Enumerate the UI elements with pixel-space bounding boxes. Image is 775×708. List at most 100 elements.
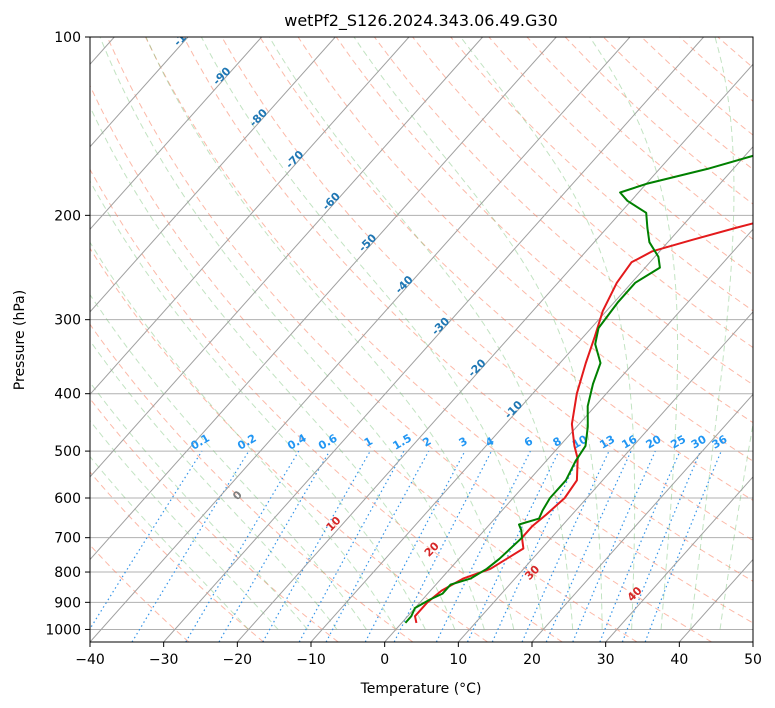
moist-adiabat bbox=[90, 180, 426, 630]
mixing-ratio-line bbox=[218, 450, 331, 642]
dry-adiabat-label-20: 20 bbox=[422, 539, 442, 559]
moist-adiabats bbox=[90, 37, 753, 630]
moist-adiabat bbox=[99, 37, 485, 630]
mixing-ratio-label-12: 13 bbox=[597, 433, 617, 452]
moist-adiabat bbox=[353, 37, 603, 630]
dry-adiabat bbox=[90, 544, 190, 642]
y-tick-label-600: 600 bbox=[54, 491, 81, 507]
isotherm-label--90: -90 bbox=[210, 64, 233, 87]
y-tick-label-700: 700 bbox=[54, 531, 81, 547]
isotherm-label--20: -20 bbox=[465, 356, 488, 379]
mixing-ratio-label-15: 25 bbox=[668, 433, 688, 452]
mixing-ratio-label-16: 30 bbox=[689, 432, 709, 451]
y-axis-label: Pressure (hPa) bbox=[12, 290, 28, 390]
isotherm bbox=[752, 641, 753, 642]
dry-adiabat bbox=[90, 323, 414, 642]
x-tick-label-0: 0 bbox=[380, 652, 389, 668]
mixing-ratio-label-7: 3 bbox=[457, 435, 470, 450]
isotherm bbox=[90, 37, 484, 478]
mixing-ratio-label-3: 0.6 bbox=[316, 431, 340, 452]
mixing-ratio-line bbox=[435, 450, 531, 642]
dry-adiabat bbox=[679, 37, 753, 102]
dry-adiabat bbox=[374, 37, 753, 386]
plot-area: -100-90-80-70-60-50-40-30-20-10 0.1 0.2 0.… bbox=[90, 20, 753, 642]
dry-adiabat bbox=[106, 37, 712, 642]
mixing-ratio-label-14: 20 bbox=[644, 432, 664, 451]
y-tick-label-900: 900 bbox=[54, 595, 81, 611]
x-tick-label-40: 40 bbox=[670, 652, 688, 668]
isotherm-label--100: -100 bbox=[171, 20, 200, 49]
moist-adiabat bbox=[90, 381, 308, 630]
mixing-ratio-lines bbox=[90, 450, 722, 642]
dry-adiabat bbox=[145, 37, 753, 624]
isotherm bbox=[90, 37, 189, 148]
dry-adiabats bbox=[90, 37, 753, 642]
x-tick-label--40: −40 bbox=[75, 652, 105, 668]
x-axis-label: Temperature (°C) bbox=[360, 681, 482, 697]
dry-adiabat bbox=[90, 397, 339, 642]
dry-adiabat bbox=[717, 37, 753, 69]
y-tick-label-800: 800 bbox=[54, 565, 81, 581]
dry-adiabat bbox=[450, 37, 753, 312]
dewpoint-profile bbox=[404, 154, 753, 624]
dry-adiabat bbox=[526, 37, 753, 240]
isotherm bbox=[236, 63, 753, 642]
moist-adiabat bbox=[268, 37, 574, 630]
mixing-ratio-line bbox=[545, 450, 632, 642]
isotherm-labels: -100-90-80-70-60-50-40-30-20-10 bbox=[171, 20, 525, 421]
y-tick-label-400: 400 bbox=[54, 387, 81, 403]
x-tick-label-10: 10 bbox=[449, 652, 467, 668]
y-axis: 100 200 300 400 500 600 700 800 900 1000 bbox=[45, 30, 90, 638]
mixing-ratio-label-13: 16 bbox=[619, 432, 639, 451]
isotherm bbox=[163, 37, 705, 642]
dry-adiabat bbox=[90, 168, 563, 642]
isotherm bbox=[90, 37, 263, 231]
isotherm bbox=[605, 476, 753, 642]
plot-frame bbox=[89, 36, 754, 643]
x-tick-label-30: 30 bbox=[597, 652, 615, 668]
moist-adiabat bbox=[200, 37, 544, 630]
y-tick-label-200: 200 bbox=[54, 208, 81, 224]
temperature-profile bbox=[414, 222, 753, 624]
mixing-ratio-labels: 0.1 0.2 0.4 0.6 1 1.5 2 3 4 6 8 10 13 16 20 25 30 36 bbox=[188, 431, 729, 452]
moist-adiabat bbox=[589, 37, 679, 630]
mixing-ratio-line bbox=[298, 450, 405, 642]
isotherm-label--50: -50 bbox=[356, 231, 379, 254]
isotherm bbox=[457, 311, 753, 642]
isotherm-label--40: -40 bbox=[393, 273, 416, 296]
x-tick-label--20: −20 bbox=[223, 652, 253, 668]
mixing-ratio-line bbox=[185, 450, 300, 642]
dry-adiabat bbox=[641, 37, 753, 136]
x-axis: −40 −30 −20 −10 0 10 20 30 40 50 bbox=[75, 642, 762, 668]
moist-adiabat bbox=[90, 339, 338, 630]
mixing-ratio-line bbox=[572, 450, 656, 642]
isotherm-label--70: -70 bbox=[283, 148, 306, 171]
moist-adiabat bbox=[719, 421, 753, 630]
y-tick-label-500: 500 bbox=[54, 444, 81, 460]
dry-adiabat bbox=[488, 37, 753, 276]
dry-adiabat bbox=[90, 247, 488, 642]
isotherm bbox=[310, 146, 753, 642]
moist-adiabat bbox=[90, 455, 249, 630]
dry-adiabat bbox=[602, 37, 753, 170]
isotherm bbox=[531, 393, 753, 642]
dry-adiabat bbox=[335, 37, 753, 424]
isotherms bbox=[90, 37, 753, 642]
mixing-ratio-line bbox=[325, 450, 430, 642]
mixing-ratio-line bbox=[466, 450, 560, 642]
dry-adiabat bbox=[90, 471, 264, 642]
isotherm bbox=[384, 228, 753, 642]
isotherm bbox=[90, 37, 410, 396]
isotherm-label--10: -10 bbox=[502, 398, 525, 421]
mixing-ratio-label-2: 0.4 bbox=[285, 431, 309, 452]
dry-adiabat bbox=[221, 37, 753, 541]
moist-adiabat bbox=[690, 37, 735, 630]
moist-adiabat bbox=[460, 37, 636, 630]
isotherm-label--60: -60 bbox=[320, 189, 343, 212]
profile-lines bbox=[404, 154, 753, 624]
x-tick-label--10: −10 bbox=[296, 652, 326, 668]
y-tick-label-300: 300 bbox=[54, 313, 81, 329]
x-tick-label-20: 20 bbox=[523, 652, 541, 668]
pressure-gridlines bbox=[90, 37, 753, 630]
